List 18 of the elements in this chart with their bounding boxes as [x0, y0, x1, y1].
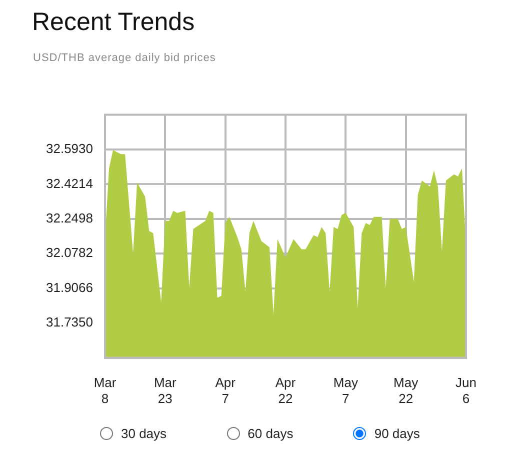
chart-title: Recent Trends — [32, 8, 195, 37]
text: 60 days — [246, 426, 294, 441]
x-tick-label: Mar 23 — [154, 375, 178, 406]
x-tick-label: Mar 8 — [94, 375, 117, 406]
text: 90 days — [373, 426, 421, 441]
y-tick-label: 31.7350 — [46, 314, 93, 330]
x-tick-label: May 7 — [333, 375, 358, 406]
x-tick-label: Apr 7 — [215, 375, 236, 406]
y-tick-label: 32.4214 — [46, 176, 93, 191]
x-tick-label: May 22 — [394, 375, 419, 406]
text: 30 days — [120, 426, 168, 441]
chart-subtitle: USD/THB average daily bid prices — [33, 52, 216, 64]
y-tick-label: 32.0782 — [46, 245, 93, 260]
x-tick-label: Jun 6 — [456, 375, 476, 406]
y-tick-label: 32.2498 — [46, 210, 93, 226]
y-tick-label: 31.9066 — [46, 280, 93, 295]
x-tick-label: Apr 22 — [275, 375, 296, 406]
y-tick-label: 32.5930 — [46, 141, 93, 156]
